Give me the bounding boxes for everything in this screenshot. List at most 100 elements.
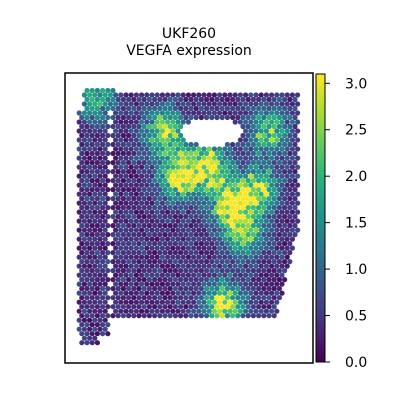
spot-point (284, 263, 290, 269)
spot-point (157, 259, 163, 265)
spot-point (183, 105, 189, 112)
spot-point (188, 187, 194, 193)
spot-point (227, 308, 233, 314)
spot-point (256, 123, 262, 130)
spot-point (191, 290, 197, 296)
chart-title: UKF260 (161, 26, 217, 42)
spot-point (185, 173, 191, 179)
spot-point (263, 119, 269, 125)
spot-point (219, 223, 225, 229)
spot-point (263, 209, 269, 215)
spot-point (120, 178, 126, 184)
spot-point (206, 164, 212, 170)
spot-point (167, 223, 173, 229)
spot-point (289, 119, 295, 125)
spot-point (167, 187, 173, 193)
spot-point (165, 191, 171, 197)
spot-point (146, 232, 152, 238)
spot-point (240, 96, 246, 103)
spot-point (118, 245, 124, 251)
spot-point (198, 169, 204, 175)
spot-point (261, 268, 267, 274)
spot-point (180, 182, 186, 188)
spot-point (92, 200, 98, 206)
spot-point (289, 191, 295, 197)
spot-point (230, 250, 236, 256)
spot-point (235, 250, 241, 256)
spot-point (159, 218, 165, 224)
spot-point (97, 326, 103, 332)
spot-point (253, 218, 259, 224)
spot-point (76, 281, 82, 287)
spot-point (131, 313, 137, 319)
spot-point (269, 254, 275, 260)
spot-point (175, 272, 181, 278)
spot-point (237, 182, 243, 188)
spot-point (87, 119, 93, 125)
spot-point (94, 268, 100, 274)
spot-point (253, 299, 259, 305)
spot-point (105, 214, 111, 220)
spot-point (172, 132, 178, 139)
spot-point (253, 191, 259, 197)
spot-point (191, 218, 197, 224)
spot-point (250, 178, 256, 184)
spot-point (79, 141, 85, 148)
spot-point (141, 123, 147, 130)
spot-point (204, 160, 210, 166)
spot-point (248, 110, 254, 116)
spot-point (170, 137, 176, 143)
spot-point (97, 191, 103, 197)
spot-point (97, 290, 103, 296)
spot-point (287, 259, 293, 265)
spot-point (282, 214, 288, 220)
spot-point (279, 281, 285, 287)
spot-point (261, 304, 267, 310)
spot-point (183, 141, 189, 148)
spot-point (185, 200, 191, 206)
spot-point (102, 155, 108, 161)
spot-point (118, 191, 124, 197)
spot-point (204, 205, 210, 211)
spot-point (165, 200, 171, 206)
spot-point (172, 304, 178, 310)
spot-point (292, 123, 298, 130)
spot-point (100, 87, 106, 94)
spot-point (146, 286, 152, 292)
spot-point (170, 173, 176, 179)
spot-point (248, 227, 254, 233)
spot-point (185, 92, 191, 98)
spot-point (250, 96, 256, 103)
spot-point (266, 313, 272, 319)
spot-point (206, 101, 212, 107)
spot-point (105, 114, 111, 121)
spot-point (279, 218, 285, 224)
spot-point (136, 169, 142, 175)
spot-point (87, 263, 93, 269)
spot-point (274, 236, 280, 242)
spot-point (76, 227, 82, 233)
spot-point (131, 250, 137, 256)
spot-point (115, 141, 121, 148)
spot-point (123, 128, 129, 134)
spot-point (211, 182, 217, 188)
spot-point (152, 141, 158, 148)
spot-point (198, 96, 204, 103)
spot-point (235, 295, 241, 301)
spot-point (188, 160, 194, 166)
spot-point (206, 281, 212, 287)
spot-point (224, 232, 230, 238)
spot-point (175, 146, 181, 152)
spot-point (279, 173, 285, 179)
spot-point (227, 227, 233, 233)
spot-point (214, 196, 220, 202)
spot-point (159, 182, 165, 188)
spot-point (227, 254, 233, 260)
spot-point (243, 173, 249, 179)
spot-point (162, 232, 168, 238)
spot-point (198, 187, 204, 193)
spot-point (204, 178, 210, 184)
spot-point (81, 155, 87, 161)
spot-point (152, 232, 158, 238)
spot-point (201, 236, 207, 242)
